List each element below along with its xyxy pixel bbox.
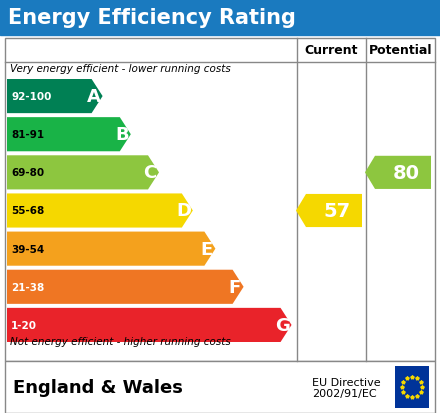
Text: 39-54: 39-54	[11, 244, 44, 254]
Polygon shape	[7, 118, 131, 152]
Text: C: C	[143, 164, 157, 182]
Text: EU Directive: EU Directive	[312, 377, 381, 387]
Text: Current: Current	[305, 44, 358, 57]
Bar	[0, 0, 440, 36]
Text: 69-80: 69-80	[11, 168, 44, 178]
Bar	[395, 366, 429, 408]
Text: Very energy efficient - lower running costs: Very energy efficient - lower running co…	[10, 64, 231, 74]
Text: F: F	[228, 278, 241, 296]
Polygon shape	[7, 308, 292, 342]
Text: 92-100: 92-100	[11, 92, 51, 102]
Text: Energy Efficiency Rating: Energy Efficiency Rating	[8, 8, 296, 28]
Text: 80: 80	[392, 164, 419, 183]
Text: A: A	[87, 88, 100, 106]
Bar	[5, 39, 435, 361]
Text: Potential: Potential	[369, 44, 432, 57]
Text: Not energy efficient - higher running costs: Not energy efficient - higher running co…	[10, 336, 231, 346]
Text: G: G	[275, 316, 290, 334]
Polygon shape	[7, 194, 193, 228]
Polygon shape	[296, 195, 362, 228]
Text: 55-68: 55-68	[11, 206, 44, 216]
Text: E: E	[200, 240, 213, 258]
Text: 2002/91/EC: 2002/91/EC	[312, 388, 377, 398]
Polygon shape	[365, 157, 431, 190]
Text: B: B	[115, 126, 128, 144]
Polygon shape	[7, 80, 103, 114]
Text: England & Wales: England & Wales	[13, 378, 183, 396]
Text: 81-91: 81-91	[11, 130, 44, 140]
Polygon shape	[7, 156, 159, 190]
Text: 21-38: 21-38	[11, 282, 44, 292]
Polygon shape	[7, 270, 244, 304]
Polygon shape	[7, 232, 216, 266]
Text: D: D	[176, 202, 191, 220]
Text: 1-20: 1-20	[11, 320, 37, 330]
Text: 57: 57	[323, 202, 351, 221]
Bar	[5, 361, 435, 413]
